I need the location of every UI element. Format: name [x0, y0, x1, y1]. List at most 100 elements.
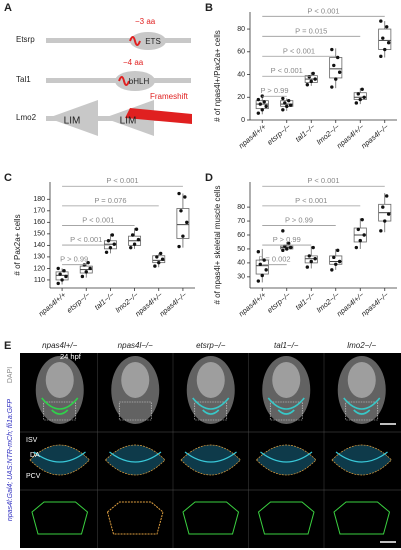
data-point: [334, 262, 338, 266]
data-point: [130, 233, 135, 237]
y-tick-label: 150: [33, 231, 45, 238]
x-tick-label: npas4l+/+: [237, 290, 268, 318]
y-tick-label: 170: [33, 208, 45, 215]
nuclei-core: [347, 362, 376, 398]
vessel-outline: [31, 501, 89, 535]
significance-label: P < 0.001: [295, 196, 327, 205]
data-point: [262, 258, 266, 262]
inset-box: [118, 401, 152, 421]
data-point: [60, 278, 64, 282]
data-point: [313, 77, 317, 81]
column-label: npas4l+/−: [42, 341, 77, 350]
y-tick-label: 0: [241, 117, 245, 124]
data-point: [56, 266, 60, 271]
vessel-gfp: [335, 451, 388, 463]
data-point: [332, 63, 336, 68]
vessel-gfp: [267, 397, 305, 415]
data-point: [256, 97, 261, 102]
data-point: [88, 266, 92, 271]
data-point: [309, 79, 313, 84]
data-point: [386, 212, 391, 216]
domain-label: LIM: [64, 116, 81, 127]
data-point: [385, 25, 389, 29]
data-point: [288, 103, 293, 107]
data-point: [283, 101, 287, 105]
data-point: [262, 100, 266, 104]
data-point: [330, 268, 334, 272]
data-point: [354, 101, 359, 105]
data-point: [281, 229, 285, 233]
significance-label: P = 0.002: [258, 255, 290, 264]
inset-box: [345, 401, 379, 421]
x-tick-label: npas4l−/−: [359, 122, 390, 150]
x-tick-label: npas4l−/−: [157, 290, 188, 318]
data-point: [136, 237, 141, 242]
data-point: [307, 75, 311, 79]
data-point: [108, 245, 113, 250]
data-point: [362, 233, 366, 237]
inset-box: [194, 401, 228, 421]
significance-label: P < 0.001: [70, 235, 102, 244]
deletion: [129, 36, 141, 46]
x-tick-label: etsrp−/−: [65, 290, 92, 315]
gene-name: Lmo2: [16, 113, 37, 122]
nuclei-core: [196, 362, 225, 398]
box: [329, 57, 343, 79]
data-point: [256, 250, 261, 254]
data-point: [86, 260, 90, 265]
y-tick-label: 60: [237, 49, 245, 56]
data-point: [336, 248, 340, 253]
x-tick-label: npas4l+/+: [37, 290, 68, 318]
data-point: [330, 85, 334, 89]
x-tick-label: etsrp−/−: [265, 122, 292, 147]
domain: [48, 100, 98, 136]
data-point: [264, 104, 268, 109]
data-point: [379, 54, 383, 59]
data-point: [337, 70, 342, 74]
panel-letter: C: [4, 172, 12, 184]
x-tick-label: npas4l−/−: [359, 290, 390, 318]
nuclei-core: [45, 362, 74, 398]
y-tick-label: 20: [237, 94, 245, 101]
panel-e: E DAPI npas4l:Gal4; UAS:NTR-mCh; fli1a:GFP…: [4, 340, 401, 548]
vessel-outline: [182, 501, 240, 535]
vessel-label: DA: [30, 452, 40, 459]
protein-bar: [46, 38, 191, 43]
vessel-outline: [331, 444, 392, 476]
vessel-outline: [106, 501, 164, 535]
y-tick-label: 160: [33, 219, 45, 226]
data-point: [288, 245, 293, 250]
data-point: [287, 98, 291, 103]
vessel-outline: [333, 501, 391, 535]
data-point: [362, 95, 366, 99]
data-point: [356, 92, 360, 96]
data-point: [281, 108, 285, 112]
data-point: [62, 269, 66, 273]
data-point: [383, 47, 387, 52]
data-point: [110, 233, 115, 237]
y-tick-label: 60: [237, 232, 245, 239]
panel-letter: A: [4, 2, 12, 14]
data-point: [305, 83, 310, 87]
data-point: [358, 97, 362, 102]
significance-label: P < 0.001: [307, 6, 339, 15]
data-point: [181, 234, 185, 238]
significance-label: P > 0.99: [260, 86, 288, 95]
data-point: [311, 245, 315, 250]
gene-name: Tal1: [16, 75, 31, 84]
vessel-gfp: [109, 451, 162, 463]
data-point: [336, 55, 340, 60]
significance-label: P < 0.001: [106, 176, 138, 185]
significance-label: P > 0.99: [273, 235, 301, 244]
data-point: [258, 262, 262, 266]
panel-letter: D: [205, 172, 213, 184]
data-point: [132, 242, 137, 246]
y-axis-label: # of npas4l+ skeletal muscle cells: [213, 186, 222, 305]
data-point: [330, 47, 334, 52]
data-point: [177, 244, 181, 249]
data-point: [177, 191, 181, 196]
significance-label: P > 0.99: [60, 255, 88, 264]
column-label: tal1−/−: [274, 341, 299, 350]
y-tick-label: 80: [237, 26, 245, 33]
